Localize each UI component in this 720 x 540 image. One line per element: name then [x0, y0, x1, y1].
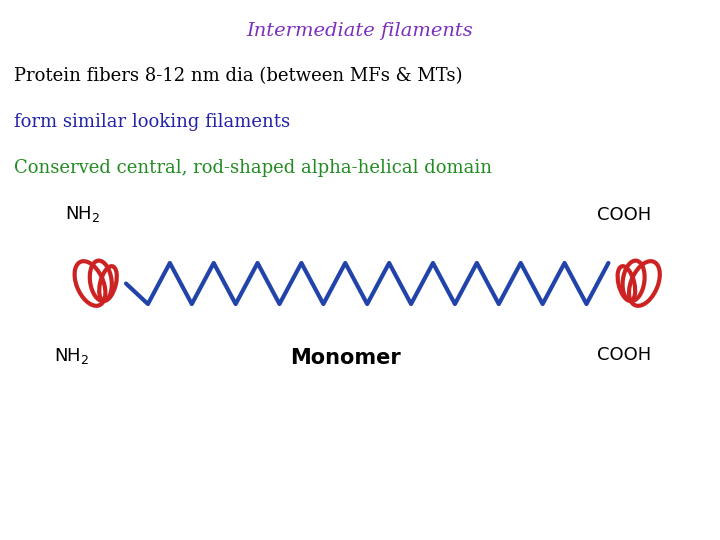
- Text: Intermediate filaments: Intermediate filaments: [247, 22, 473, 39]
- Text: COOH: COOH: [598, 206, 652, 224]
- Text: COOH: COOH: [598, 346, 652, 363]
- Text: Protein fibers 8-12 nm dia (between MFs & MTs): Protein fibers 8-12 nm dia (between MFs …: [14, 68, 463, 85]
- Text: Conserved central, rod-shaped alpha-helical domain: Conserved central, rod-shaped alpha-heli…: [14, 159, 492, 177]
- Text: NH$_2$: NH$_2$: [65, 204, 100, 224]
- Text: NH$_2$: NH$_2$: [54, 346, 89, 366]
- Text: Monomer: Monomer: [290, 348, 401, 368]
- Text: form similar looking filaments: form similar looking filaments: [14, 113, 291, 131]
